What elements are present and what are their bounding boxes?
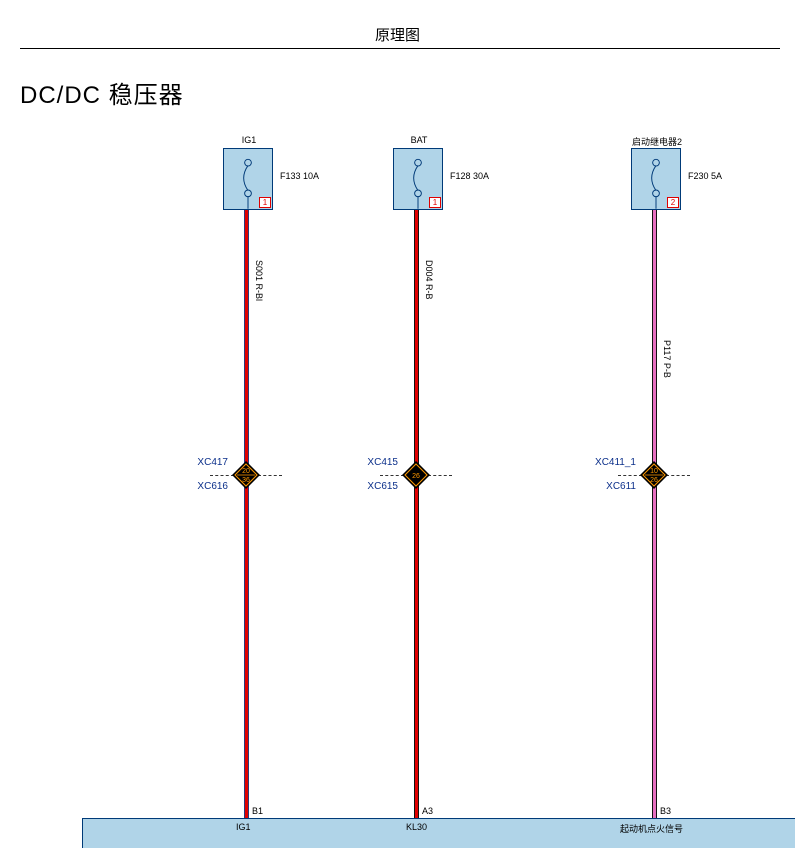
svg-text:26: 26 [412,473,420,480]
connector-diamond: 26 [401,460,431,490]
terminal-label: 起动机点火信号 [620,822,683,835]
svg-text:10: 10 [650,468,658,475]
wire-core [415,210,418,818]
connector-diamond: 2036 [231,460,261,490]
terminal-pin-label: A3 [422,806,433,816]
connector-label-top: XC417 [197,457,228,468]
connector-label-bottom: XC616 [197,481,228,492]
wire-code-label: D004 R-B [424,260,434,300]
fuse-top-label: IG1 [224,135,274,145]
wire-code-label: P117 P-B [662,340,672,378]
terminal-pin-label: B1 [252,806,263,816]
terminal-pin-label: B3 [660,806,671,816]
fuse-rating-label: F128 30A [450,171,489,181]
fuse-box-relay2: 启动继电器2F230 5A2 [631,148,681,210]
fuse-top-label: 启动继电器2 [632,135,682,148]
connector-label-top: XC411_1 [595,457,636,468]
fuse-top-label: BAT [394,135,444,145]
svg-text:36: 36 [242,477,250,484]
fuse-rating-label: F133 10A [280,171,319,181]
svg-text:26: 26 [650,477,658,484]
terminal-label: KL30 [406,822,427,832]
fuse-box-ig1: IG1F133 10A1 [223,148,273,210]
connector-dash [258,475,282,476]
header-rule [20,48,780,49]
connector-dash [428,475,452,476]
fuse-symbol [632,149,680,209]
connector-label-bottom: XC611 [606,481,636,492]
header-title: 原理图 [0,24,795,45]
wire-core [245,210,248,818]
connector-label-bottom: XC615 [367,481,398,492]
fuse-symbol [224,149,272,209]
wire-core [653,210,656,818]
fuse-box-bat: BATF128 30A1 [393,148,443,210]
page-title: DC/DC 稳压器 [20,75,184,110]
module-band [82,818,795,848]
wire-code-label: S001 R-Bl [254,260,264,301]
svg-text:20: 20 [242,468,250,475]
connector-dash [666,475,690,476]
fuse-rating-label: F230 5A [688,171,722,181]
connector-label-top: XC415 [367,457,398,468]
terminal-label: IG1 [236,822,251,832]
fuse-symbol [394,149,442,209]
connector-diamond: 1026 [639,460,669,490]
